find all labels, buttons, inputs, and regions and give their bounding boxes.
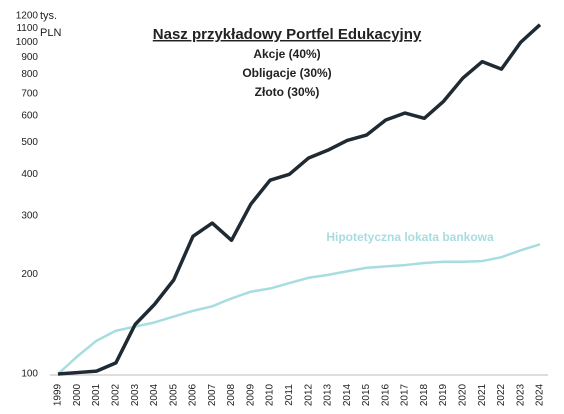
- x-tick-label: 2023: [515, 383, 526, 406]
- x-tick-label: 1999: [53, 383, 64, 406]
- y-tick-label: 1200: [16, 11, 39, 22]
- x-tick-label: 2005: [168, 383, 179, 406]
- x-tick-label: 2000: [72, 383, 83, 406]
- x-tick-label: 2022: [496, 383, 507, 406]
- x-tick-label: 2015: [361, 383, 372, 406]
- y-tick-label: 300: [21, 210, 38, 221]
- chart-title: Nasz przykładowy Portfel Edukacyjny: [153, 26, 422, 43]
- x-tick-label: 2018: [419, 383, 430, 406]
- x-tick-label: 2016: [380, 383, 391, 406]
- x-tick-label: 2007: [207, 383, 218, 406]
- x-tick-label: 2003: [130, 383, 141, 406]
- x-tick-label: 2011: [284, 384, 295, 406]
- x-tick-label: 2013: [323, 383, 334, 406]
- y-label-box: tys. PLN: [40, 10, 62, 39]
- series-line: [57, 23, 542, 376]
- y-tick-label: 400: [21, 169, 38, 180]
- y-tick-label: 900: [21, 52, 38, 63]
- x-tick-label: 2014: [342, 383, 353, 406]
- x-tick-label: 2010: [265, 383, 276, 406]
- y-tick-label: 1000: [16, 37, 39, 48]
- x-tick-label: 2004: [149, 383, 160, 406]
- annotation: Hipotetyczna lokata bankowa: [326, 230, 494, 244]
- y-tick-label: 100: [21, 369, 38, 380]
- y-tick-label: 700: [21, 88, 38, 99]
- y-tick-label: 800: [21, 69, 38, 80]
- y-tick-label: 500: [21, 137, 38, 148]
- x-tick-label: 2002: [110, 383, 121, 406]
- subtitle: Obligacje (30%): [242, 66, 331, 80]
- x-tick-label: 2020: [458, 383, 469, 406]
- x-tick-label: 2012: [303, 383, 314, 406]
- y-tick-label: 1100: [16, 23, 38, 34]
- subtitle: Złoto (30%): [255, 85, 320, 99]
- y-tick-label: 600: [21, 111, 38, 122]
- x-tick-label: 2006: [188, 383, 199, 406]
- series-line: [57, 243, 541, 375]
- x-tick-label: 2024: [535, 383, 546, 406]
- x-tick-label: 2001: [91, 383, 102, 406]
- x-tick-label: 2017: [400, 383, 411, 406]
- x-tick-label: 2019: [438, 383, 449, 406]
- y-axis-label: tys. PLN: [40, 10, 62, 39]
- y-tick-label: 200: [21, 269, 38, 280]
- x-tick-label: 2021: [477, 383, 488, 406]
- x-tick-label: 2008: [226, 383, 237, 406]
- x-tick-label: 2009: [245, 383, 256, 406]
- subtitle: Akcje (40%): [253, 47, 320, 61]
